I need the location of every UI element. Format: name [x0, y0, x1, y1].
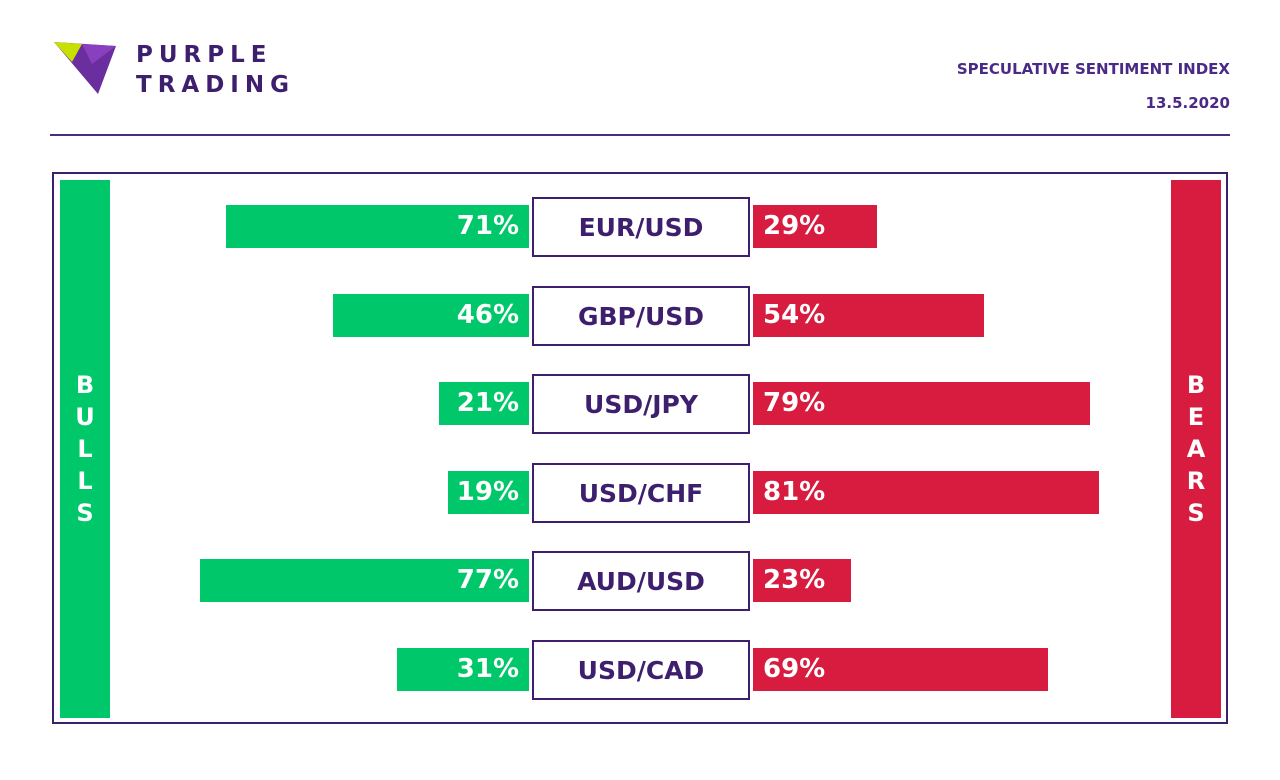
bear-value-label: 81%	[763, 477, 826, 507]
bull-value-label: 77%	[456, 565, 519, 595]
report-date: 13.5.2020	[1145, 94, 1230, 112]
bear-value-label: 29%	[763, 211, 826, 241]
bull-bar	[225, 205, 529, 248]
header-divider	[50, 134, 1230, 136]
bears-letter: B	[1186, 371, 1206, 399]
chart-panel	[52, 172, 1228, 724]
bear-bar	[753, 294, 984, 337]
brand-name-line1: PURPLE	[136, 42, 273, 68]
bulls-letter: L	[77, 467, 93, 495]
brand-name-line2: TRADING	[136, 72, 295, 98]
purple-triangle-logo-icon	[54, 42, 116, 94]
bear-bar	[753, 382, 1091, 425]
bears-letter: E	[1187, 403, 1205, 431]
currency-pair-label: USD/JPY	[532, 374, 750, 434]
bull-value-label: 71%	[456, 211, 519, 241]
page-title: SPECULATIVE SENTIMENT INDEX	[956, 60, 1230, 78]
bears-letter: S	[1187, 499, 1205, 527]
bears-letter: R	[1186, 467, 1206, 495]
bears-letter: A	[1186, 435, 1206, 463]
bull-bar	[332, 294, 529, 337]
bear-bar	[753, 471, 1099, 514]
bear-value-label: 54%	[763, 300, 826, 330]
bull-bar	[200, 559, 529, 602]
bull-bar	[439, 382, 529, 425]
bear-value-label: 23%	[763, 565, 826, 595]
bulls-letter: U	[75, 403, 95, 431]
bulls-letter: L	[77, 435, 93, 463]
currency-pair-label: AUD/USD	[532, 551, 750, 611]
currency-pair-label: USD/CAD	[532, 640, 750, 700]
bull-value-label: 19%	[456, 477, 519, 507]
bear-value-label: 69%	[763, 654, 826, 684]
bear-bar	[753, 559, 852, 602]
bear-bar	[753, 648, 1048, 691]
bull-value-label: 21%	[456, 388, 519, 418]
bull-bar	[447, 471, 529, 514]
bull-value-label: 31%	[456, 654, 519, 684]
bulls-letter: B	[75, 371, 95, 399]
bear-value-label: 79%	[763, 388, 826, 418]
brand-logo	[52, 40, 312, 100]
bull-value-label: 46%	[456, 300, 519, 330]
bear-bar	[753, 205, 877, 248]
bulls-letter: S	[76, 499, 94, 527]
currency-pair-label: GBP/USD	[532, 286, 750, 346]
bull-bar	[396, 648, 529, 691]
currency-pair-label: EUR/USD	[532, 197, 750, 257]
currency-pair-label: USD/CHF	[532, 463, 750, 523]
